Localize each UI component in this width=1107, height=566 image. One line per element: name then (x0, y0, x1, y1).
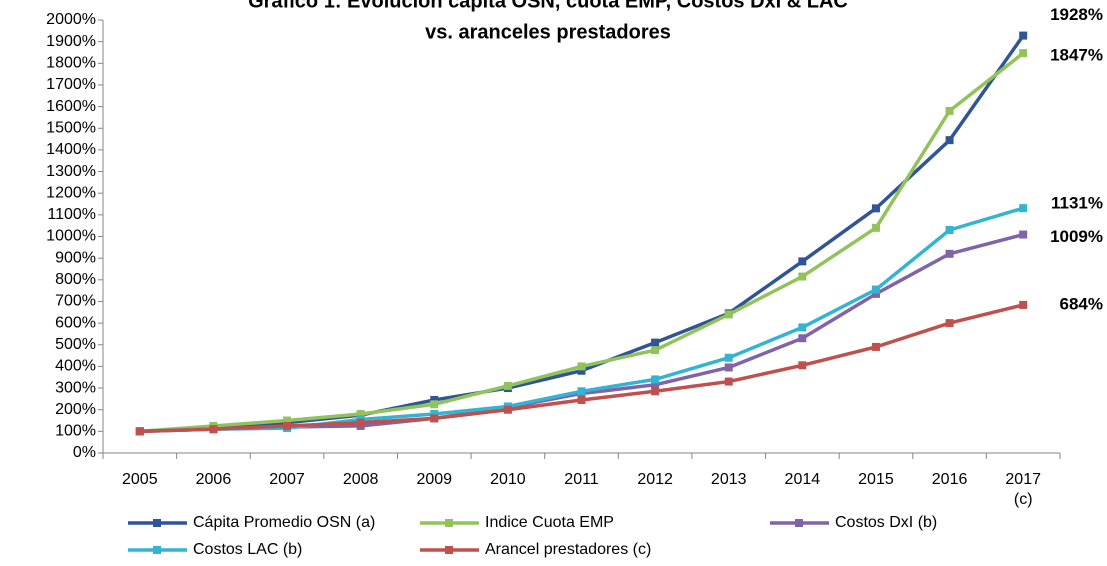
point-marker (356, 410, 365, 419)
point-marker (871, 289, 880, 298)
y-tick-label: 1300% (46, 163, 96, 180)
x-tick-label: 2015 (858, 471, 894, 488)
x-tick-label: 2017 (c) (1005, 471, 1041, 508)
point-marker (430, 414, 439, 423)
point-marker (945, 106, 954, 115)
point-marker (1019, 230, 1028, 239)
y-tick-label: 100% (55, 423, 96, 440)
point-marker (577, 395, 586, 404)
legend-marker (795, 519, 803, 527)
point-marker (724, 353, 733, 362)
point-marker (945, 319, 954, 328)
y-tick-label: 1700% (46, 76, 96, 93)
point-marker (503, 381, 512, 390)
point-marker (430, 400, 439, 409)
y-tick-label: 1100% (47, 206, 96, 223)
x-tick-label: 2014 (784, 471, 821, 488)
point-marker (577, 362, 586, 371)
x-tick-label: 2006 (195, 471, 232, 488)
point-marker (356, 418, 365, 427)
data-label: 1131% (1051, 194, 1103, 213)
point-marker (871, 285, 880, 294)
y-tick-label: 1900% (46, 33, 96, 50)
point-marker (724, 363, 733, 372)
point-marker (871, 223, 880, 232)
x-tick-label: 2011 (564, 471, 599, 488)
legend-marker (445, 546, 453, 554)
point-marker (577, 387, 586, 396)
x-tick-label: 2013 (710, 471, 747, 488)
data-label: 684% (1060, 294, 1103, 313)
point-marker (283, 416, 292, 425)
y-tick-label: 400% (55, 358, 96, 375)
chart-title: Gráfico 1: Evolución cápita OSN, cuota E… (248, 0, 848, 12)
legend-label: Costos LAC (b) (193, 541, 302, 558)
point-marker (1019, 204, 1028, 213)
point-marker (209, 425, 218, 434)
point-marker (651, 338, 660, 347)
point-marker (577, 366, 586, 375)
point-marker (798, 361, 807, 370)
point-marker (724, 377, 733, 386)
legend-label: Indice Cuota EMP (485, 514, 614, 531)
y-tick-label: 1600% (46, 98, 96, 115)
legend-marker (445, 519, 453, 527)
point-marker (724, 310, 733, 319)
point-marker (945, 249, 954, 258)
x-tick-label: 2007 (269, 471, 305, 488)
chart-title: vs. aranceles prestadores (425, 21, 671, 43)
point-marker (430, 410, 439, 419)
x-tick-label: 2008 (342, 471, 379, 488)
data-label: 1928% (1050, 5, 1103, 24)
point-marker (1019, 300, 1028, 309)
legend-marker (153, 519, 161, 527)
point-marker (1019, 31, 1028, 40)
y-tick-label: 800% (55, 271, 96, 288)
y-tick-label: 900% (55, 249, 96, 266)
legend-label: Costos DxI (b) (835, 514, 937, 531)
x-tick-label: 2009 (416, 471, 453, 488)
point-marker (945, 226, 954, 235)
y-tick-label: 300% (55, 379, 96, 396)
y-tick-label: 600% (55, 314, 96, 331)
point-marker (503, 405, 512, 414)
y-tick-label: 1500% (46, 119, 96, 136)
x-tick-label: 2005 (122, 471, 158, 488)
y-tick-label: 1000% (46, 228, 96, 245)
data-label: 1847% (1050, 46, 1103, 65)
x-tick-label: 2012 (637, 471, 673, 488)
legend-label: Cápita Promedio OSN (a) (193, 514, 375, 531)
y-tick-label: 1200% (46, 184, 96, 201)
point-marker (430, 395, 439, 404)
y-tick-label: 0% (73, 444, 96, 461)
point-marker (135, 427, 144, 436)
point-marker (945, 136, 954, 145)
y-tick-label: 1400% (46, 141, 96, 158)
data-label: 1009% (1050, 227, 1103, 246)
y-tick-label: 2000% (46, 11, 96, 28)
x-tick-label: 2016 (931, 471, 968, 488)
legend-marker (153, 546, 161, 554)
y-tick-label: 500% (55, 336, 96, 353)
point-marker (798, 257, 807, 266)
point-marker (798, 334, 807, 343)
y-tick-label: 200% (55, 401, 96, 418)
point-marker (798, 272, 807, 281)
point-marker (871, 342, 880, 351)
point-marker (798, 323, 807, 332)
y-tick-label: 700% (55, 293, 96, 310)
point-marker (651, 346, 660, 355)
point-marker (1019, 49, 1028, 58)
x-tick-label: 2010 (490, 471, 526, 488)
point-marker (871, 204, 880, 213)
point-marker (651, 375, 660, 384)
y-tick-label: 1800% (46, 55, 96, 72)
legend-label: Arancel prestadores (c) (485, 541, 651, 558)
point-marker (651, 380, 660, 389)
point-marker (651, 387, 660, 396)
point-marker (283, 421, 292, 430)
